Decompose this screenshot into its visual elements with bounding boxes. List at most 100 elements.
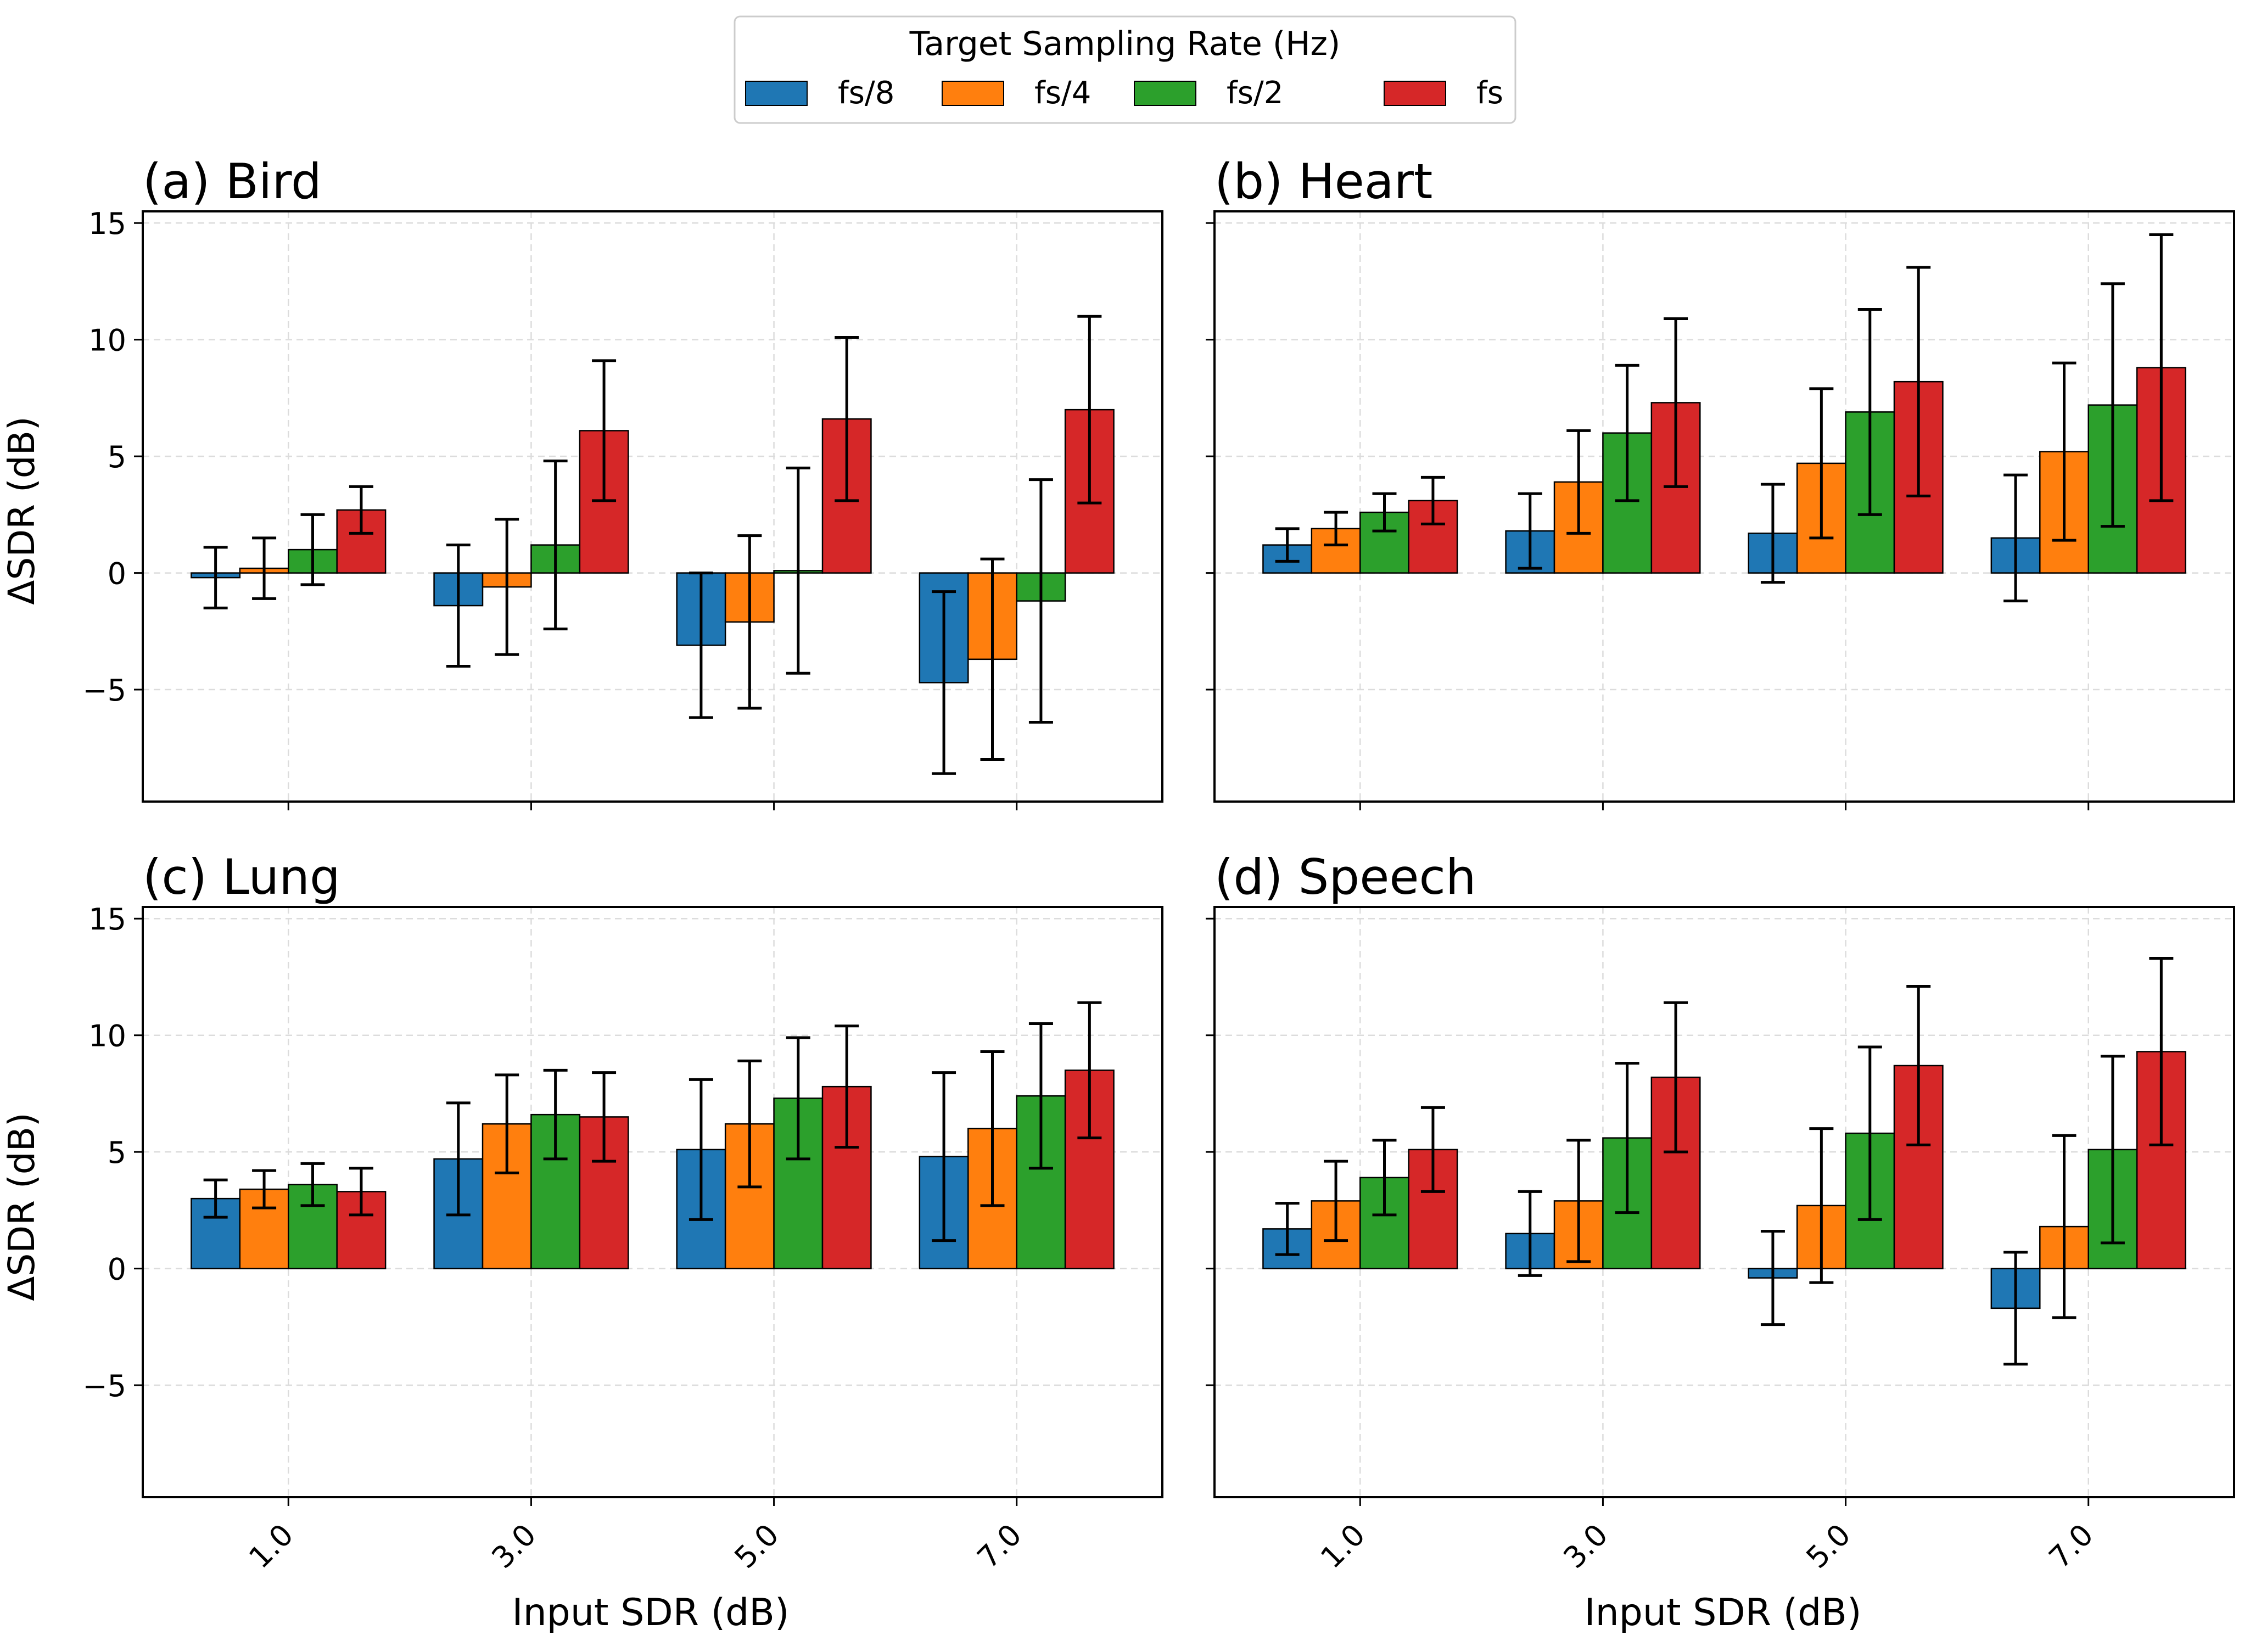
error-bar	[203, 546, 228, 609]
error-bar	[835, 335, 859, 502]
y-tick-label: 15	[88, 206, 126, 241]
error-bar	[203, 1178, 228, 1219]
legend-title: Target Sampling Rate (Hz)	[909, 25, 1341, 63]
error-bar	[1324, 1160, 1348, 1242]
x-axis-label-left: Input SDR (dB)	[512, 1591, 790, 1634]
error-bar	[495, 1073, 519, 1174]
error-bar	[543, 460, 568, 631]
panel-c-lung: −5 0 5 10 15 1.0 3.0 5.0 7.0 (c) Lung	[82, 849, 1163, 1575]
error-bar	[737, 1059, 762, 1189]
legend-label-fs-2: fs/2	[1227, 75, 1283, 111]
error-bar	[1275, 1202, 1300, 1256]
x-tick-label: 7.0	[971, 1517, 1028, 1575]
error-bar	[2052, 1134, 2077, 1319]
error-bar	[1857, 307, 1882, 516]
error-bar	[1077, 1001, 1102, 1140]
error-bar	[980, 557, 1005, 761]
error-bar	[1372, 1139, 1397, 1217]
panel-frame	[142, 906, 1163, 1498]
error-bar	[1857, 1045, 1882, 1221]
error-bar	[1664, 1001, 1688, 1153]
error-bar	[1615, 363, 1639, 502]
legend-frame	[734, 15, 1516, 124]
x-tick-label: 3.0	[1557, 1517, 1614, 1575]
y-tick-label: −5	[82, 673, 126, 708]
legend-swatch-fs-2	[1134, 81, 1196, 106]
legend-swatch-fs-8	[745, 81, 808, 106]
y-tick-label: 10	[88, 1019, 126, 1054]
error-bar	[349, 1167, 373, 1217]
panel-title: (b) Heart	[1214, 153, 1432, 210]
error-bar	[2149, 233, 2174, 502]
x-tick-label: 5.0	[1799, 1517, 1857, 1575]
x-tick-label: 1.0	[242, 1517, 300, 1575]
error-bar	[1760, 483, 1785, 584]
error-bar	[1664, 317, 1688, 488]
error-bar	[980, 1050, 1005, 1207]
error-bar	[786, 466, 810, 675]
y-tick-label: −5	[82, 1369, 126, 1403]
x-tick-label: 7.0	[2042, 1517, 2100, 1575]
error-bar	[1518, 1190, 1542, 1277]
x-axis-label-right: Input SDR (dB)	[1585, 1591, 1862, 1634]
panel-a-bird: −5 0 5 10 15 (a) Bird	[82, 153, 1163, 810]
error-bar	[1566, 429, 1591, 535]
legend-items: fs/8 fs/4 fs/2 fs	[745, 75, 1503, 111]
error-bar	[1324, 511, 1348, 547]
error-bar	[2149, 956, 2174, 1146]
error-bar	[543, 1068, 568, 1161]
error-bar	[1615, 1062, 1639, 1214]
x-tick-label: 3.0	[485, 1517, 542, 1575]
error-bar	[689, 1078, 713, 1221]
panel-title: (c) Lung	[143, 849, 340, 905]
error-bar	[1809, 387, 1834, 540]
error-bar	[2052, 361, 2077, 542]
error-bar	[2100, 282, 2125, 528]
error-bar	[1372, 492, 1397, 533]
x-tick-label: 1.0	[1314, 1517, 1372, 1575]
error-bar	[300, 513, 325, 586]
panel-title: (a) Bird	[143, 153, 322, 210]
error-bar	[495, 518, 519, 656]
error-bar	[2003, 1251, 2028, 1366]
legend: Target Sampling Rate (Hz) fs/8 fs/4 fs/2 fs	[734, 15, 1516, 124]
panel-frame	[1213, 210, 2235, 803]
error-bar	[1420, 1106, 1445, 1193]
y-tick-label: 15	[88, 902, 126, 937]
error-bar	[592, 1071, 617, 1163]
legend-swatch-fs-4	[942, 81, 1004, 106]
error-bar	[689, 572, 713, 719]
error-bar	[786, 1036, 810, 1161]
error-bar	[2003, 473, 2028, 603]
panels: −5 0 5 10 15 (a) Bird (b) Heart −5 0 5 10 15 1.0 3.0 5…	[82, 153, 2235, 1575]
panel-frame	[1213, 906, 2235, 1498]
panel-title: (d) Speech	[1214, 849, 1476, 905]
panel-frame	[142, 210, 1163, 803]
y-tick-label: 5	[108, 1135, 126, 1170]
error-bar	[300, 1162, 325, 1207]
error-bar	[1275, 527, 1300, 563]
error-bar	[1420, 475, 1445, 525]
bar-fs-2-1-0	[288, 1184, 338, 1269]
error-bar	[1028, 478, 1053, 724]
error-bar	[1566, 1139, 1591, 1263]
error-bar	[446, 544, 471, 668]
error-bar	[1760, 1230, 1785, 1326]
error-bar	[252, 536, 277, 600]
error-bar	[2100, 1055, 2125, 1245]
error-bar	[252, 1169, 277, 1209]
error-bar	[1906, 266, 1931, 497]
error-bar	[835, 1024, 859, 1149]
error-bar	[1077, 315, 1102, 505]
error-bar	[1518, 492, 1542, 570]
error-bar	[592, 359, 617, 502]
error-bar	[737, 534, 762, 710]
legend-label-fs-4: fs/4	[1034, 75, 1091, 111]
y-tick-label: 10	[88, 323, 126, 358]
panel-b-heart: (b) Heart	[1206, 153, 2235, 810]
y-tick-label: 0	[108, 1252, 126, 1287]
y-axis-label-top: ΔSDR (dB)	[1, 416, 43, 604]
error-bar	[446, 1101, 471, 1217]
legend-swatch-fs	[1384, 81, 1446, 106]
y-axis-label-bottom: ΔSDR (dB)	[1, 1112, 43, 1301]
